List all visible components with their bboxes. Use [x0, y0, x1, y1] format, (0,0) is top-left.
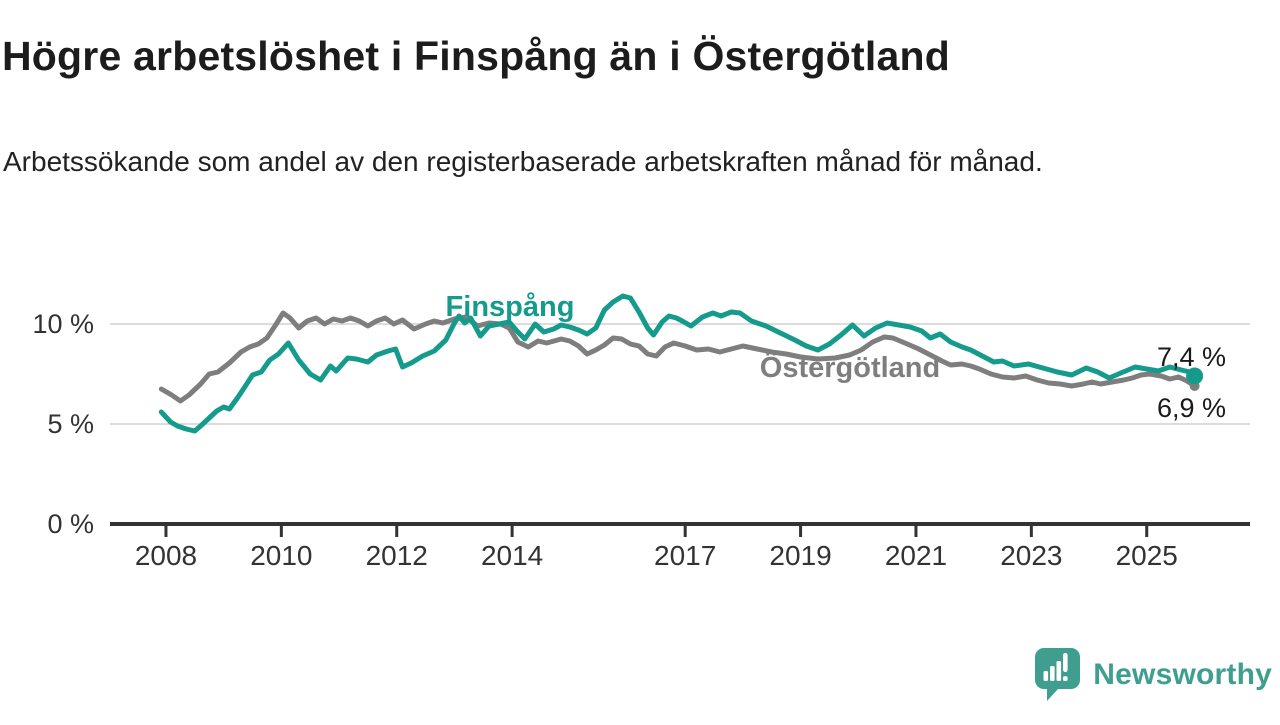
x-axis-tick-label: 2014	[481, 540, 543, 571]
newsworthy-bubble-chart-icon	[1035, 648, 1081, 701]
series-end-value-label: 7,4 %	[1157, 342, 1226, 372]
x-axis-tick-label: 2008	[135, 540, 197, 571]
series-end-dot-finspång	[1186, 367, 1204, 385]
y-axis-tick-label: 5 %	[47, 409, 94, 439]
series-end-value-label: 6,9 %	[1157, 393, 1226, 423]
x-axis-tick-label: 2021	[885, 540, 947, 571]
chart-subtitle: Arbetssökande som andel av den registerb…	[3, 146, 1043, 177]
series-line-östergötland	[158, 310, 1198, 404]
x-axis-tick-label: 2023	[1000, 540, 1062, 571]
series-label-finspång: Finspång	[446, 291, 575, 323]
y-axis-tick-label: 0 %	[47, 509, 94, 539]
series-label-östergötland: Östergötland	[760, 351, 940, 384]
x-axis-tick-label: 2025	[1116, 540, 1178, 571]
brand-name: Newsworthy	[1093, 658, 1272, 691]
x-axis-tick-label: 2019	[769, 540, 831, 571]
x-axis-tick-label: 2017	[654, 540, 716, 571]
series-line-finspång	[158, 293, 1198, 434]
page-title: Högre arbetslöshet i Finspång än i Öster…	[2, 33, 950, 79]
y-axis-tick-label: 10 %	[32, 309, 94, 339]
x-axis-tick-label: 2012	[366, 540, 428, 571]
newsworthy-logo: Newsworthy	[1033, 646, 1272, 704]
x-axis-tick-label: 2010	[250, 540, 312, 571]
